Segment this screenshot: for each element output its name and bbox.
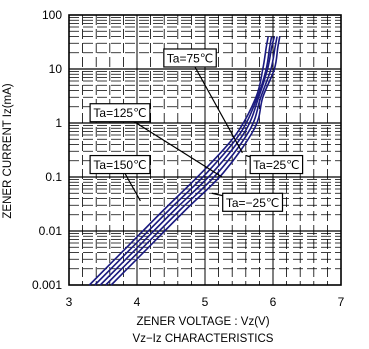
y-tick-label: 1 xyxy=(55,116,62,130)
annotation-label: Ta=75℃ xyxy=(167,51,214,65)
x-tick-label: 6 xyxy=(270,295,277,309)
annotation-leader xyxy=(119,112,223,178)
y-tick-label: 0.001 xyxy=(32,278,62,292)
curve-series xyxy=(110,36,281,286)
x-tick-label: 7 xyxy=(338,295,345,309)
y-tick-label: 10 xyxy=(49,62,63,76)
annotations: Ta=75℃ Ta=125℃ Ta=150℃ Ta=25℃ Ta=−25℃ xyxy=(89,48,304,212)
chart-title: Vz−Iz CHARACTERISTICS xyxy=(133,333,274,345)
y-axis-label: ZENER CURRENT Iz(mA) xyxy=(2,83,14,218)
annotation-box xyxy=(89,154,151,175)
y-tick-label: 0.1 xyxy=(45,170,62,184)
plot-frame xyxy=(68,14,342,286)
curves xyxy=(88,36,281,286)
annotation-leader xyxy=(189,57,243,154)
x-tick-label: 4 xyxy=(134,295,141,309)
x-tick-label: 3 xyxy=(66,295,73,309)
annotation-label: Ta=125℃ xyxy=(93,106,146,120)
annotation-label: Ta=150℃ xyxy=(93,158,146,172)
grid-lines xyxy=(69,15,341,285)
curve-series xyxy=(88,36,269,286)
x-tick-label: 5 xyxy=(202,295,209,309)
x-axis-label: ZENER VOLTAGE : Vz(V) xyxy=(136,316,269,328)
annotation-box xyxy=(222,192,284,212)
y-tick-label: 0.01 xyxy=(39,224,63,238)
tick-labels: 3 4 5 6 7 0.001 0.01 0.1 1 10 100 xyxy=(32,8,345,309)
annotation-label: Ta=25℃ xyxy=(253,158,300,172)
curve-series xyxy=(94,36,273,286)
y-tick-label: 100 xyxy=(42,8,62,22)
annotation-box xyxy=(89,103,151,123)
curve-series xyxy=(105,36,278,286)
annotation-label: Ta=−25℃ xyxy=(226,196,280,210)
curve-series xyxy=(99,36,276,286)
annotation-box xyxy=(249,154,304,175)
annotation-box xyxy=(163,48,217,68)
